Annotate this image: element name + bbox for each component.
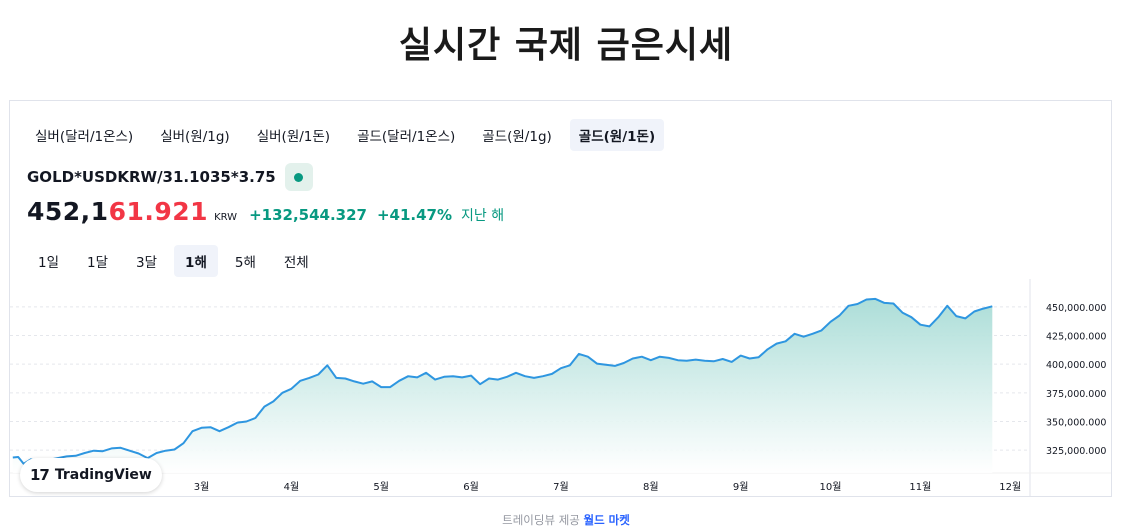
attribution-link[interactable]: 월드 마켓 <box>583 513 630 527</box>
price-row: 452,161.921 KRW +132,544.327 +41.47% 지난 … <box>27 197 504 226</box>
page-title: 실시간 국제 금은시세 <box>398 25 734 66</box>
price-line <box>12 297 993 465</box>
y-tick-label: 425,000.000 <box>1046 332 1106 343</box>
range-tab-4[interactable]: 5해 <box>234 255 256 271</box>
range-tab-1[interactable]: 1달 <box>87 255 109 271</box>
tradingview-logo-icon: 17 <box>30 466 50 484</box>
y-tick-label: 375,000.000 <box>1046 389 1106 400</box>
last-price-highlight: 61.921 <box>108 197 209 226</box>
range-tab-2[interactable]: 3달 <box>136 255 158 271</box>
x-tick-label: 4월 <box>284 481 300 493</box>
price-area-chart[interactable]: 325,000.000 350,000.000 375,000.000 400,000… <box>10 101 1111 496</box>
x-tick-label: 8월 <box>643 481 659 493</box>
symbol-tabs: 실버(달러/1온스) 실버(원/1g) 실버(원/1돈) 골드(달러/1온스) 골드(원… <box>26 119 673 151</box>
market-status-badge[interactable] <box>284 163 313 191</box>
symbol-tab-1[interactable]: 실버(원/1g) <box>160 129 230 145</box>
range-tab-0[interactable]: 1일 <box>38 255 60 271</box>
price-area-fill <box>12 298 993 473</box>
market-open-dot-icon <box>294 172 304 182</box>
tradingview-logo-button[interactable]: 17 TradingView <box>20 458 162 492</box>
y-tick-label: 400,000.000 <box>1046 360 1106 371</box>
price-change-absolute: +132,544.327 <box>249 206 367 224</box>
attribution: 트레이딩뷰 제공 월드 마켓 <box>0 512 1132 528</box>
last-price-main: 452,1 <box>27 197 109 226</box>
symbol-tab-3[interactable]: 골드(달러/1온스) <box>357 129 456 145</box>
x-tick-label: 7월 <box>553 481 569 493</box>
y-tick-label: 450,000.000 <box>1046 303 1106 314</box>
symbol-tab-5[interactable]: 골드(원/1돈) <box>569 119 665 151</box>
range-tab-5[interactable]: 전체 <box>283 255 309 271</box>
range-tabs: 1일 1달 3달 1해 5해 전체 <box>27 245 326 277</box>
y-tick-label: 325,000.000 <box>1046 446 1106 457</box>
symbol-tab-2[interactable]: 실버(원/1돈) <box>256 129 331 145</box>
symbol-tab-0[interactable]: 실버(달러/1온스) <box>35 129 134 145</box>
x-tick-label: 9월 <box>733 481 749 493</box>
x-tick-label: 6월 <box>463 481 479 493</box>
price-change-percent: +41.47% <box>376 206 453 224</box>
x-tick-label: 3월 <box>194 481 210 493</box>
symbol-tab-4[interactable]: 골드(원/1g) <box>482 129 552 145</box>
attribution-text: 트레이딩뷰 제공 <box>502 513 580 527</box>
tradingview-logo-text: TradingView <box>54 467 152 483</box>
symbol-row: GOLD*USDKRW/31.1035*3.75 <box>27 163 313 191</box>
x-tick-label: 12월 <box>999 481 1021 493</box>
tradingview-widget: 실버(달러/1온스) 실버(원/1g) 실버(원/1돈) 골드(달러/1온스) 골드(원… <box>9 100 1112 497</box>
x-tick-label: 5월 <box>373 481 389 493</box>
x-tick-label: 10월 <box>820 481 842 493</box>
x-tick-label: 11월 <box>909 481 931 493</box>
symbol-name[interactable]: GOLD*USDKRW/31.1035*3.75 <box>27 168 276 186</box>
last-price: 452,161.921 <box>27 197 208 226</box>
price-currency: KRW <box>214 212 238 223</box>
price-change-period: 지난 해 <box>461 208 505 224</box>
range-tab-3[interactable]: 1해 <box>174 245 218 277</box>
y-tick-label: 350,000.000 <box>1046 417 1106 428</box>
